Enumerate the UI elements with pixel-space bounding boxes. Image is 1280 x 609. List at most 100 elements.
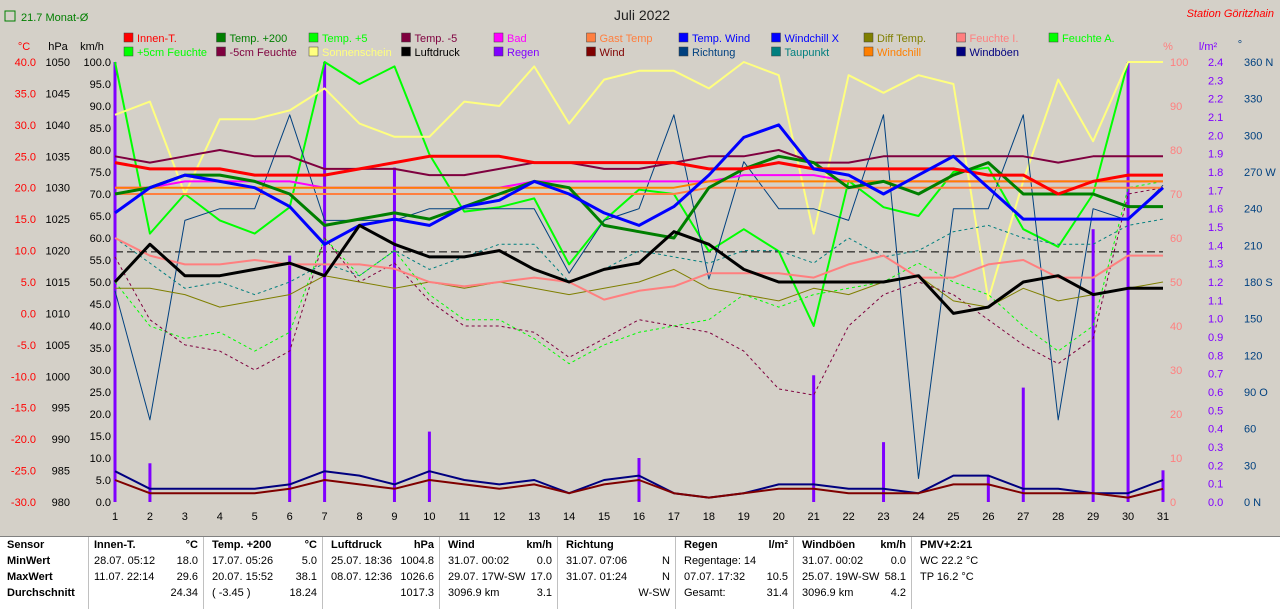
stats-druck-min-value: 1004.8 [400, 555, 434, 567]
tick-label: 25.0 [90, 387, 111, 399]
tick-label: 40.0 [15, 57, 36, 69]
rain-bar [427, 431, 431, 502]
series-line [114, 61, 1163, 301]
rain-bar [986, 475, 990, 502]
tick-label: 60.0 [90, 233, 111, 245]
axis-unit-rain: l/m² [1199, 41, 1218, 53]
rain-bar [882, 442, 886, 502]
legend-swatch [771, 32, 781, 43]
stats-min-label: MinWert [7, 555, 51, 567]
tick-label: 1050 [46, 57, 70, 69]
tick-label: 5.0 [21, 277, 36, 289]
tick-label: -5.0 [17, 340, 36, 352]
stats-wind-column: Wind km/h 31.07. 00:02 0.0 29.07. 17W-SW 17… [440, 537, 558, 609]
stats-temp200-max-value: 38.1 [295, 571, 317, 583]
x-tick-label: 16 [633, 511, 645, 523]
x-tick-label: 31 [1157, 511, 1169, 523]
tick-label: 1.4 [1208, 240, 1223, 252]
tick-label: 100.0 [83, 57, 111, 69]
tick-label: 15.0 [15, 214, 36, 226]
x-tick-label: 15 [598, 511, 610, 523]
tick-label: 70.0 [90, 189, 111, 201]
tick-label: 0.1 [1208, 479, 1223, 491]
legend-swatch [123, 32, 134, 43]
stats-druck-avg-value: 1017.3 [400, 587, 434, 599]
stats-regen-unit: l/m² [768, 539, 788, 551]
legend-label: Innen-T. [137, 33, 177, 45]
legend-label: Taupunkt [785, 47, 830, 59]
legend-label: Windchill [877, 47, 921, 59]
legend-swatch [863, 46, 874, 57]
stats-wind-avg-value: 3.1 [536, 587, 552, 599]
x-tick-label: 30 [1122, 511, 1134, 523]
tick-label: 2.0 [1208, 130, 1223, 142]
stats-innen-unit: °C [185, 539, 198, 551]
stats-richtung-avg-value: W-SW [638, 587, 670, 599]
stats-regen-column: Regen l/m² Regentage: 14 07.07. 17:32 10.5… [676, 537, 794, 609]
tick-label: 100 [1170, 57, 1188, 69]
legend-swatch [586, 46, 596, 57]
stats-wind-unit: km/h [526, 539, 552, 551]
stats-regen-max-time: 07.07. 17:32 [684, 571, 746, 583]
tick-label: 1.0 [1208, 314, 1223, 326]
x-tick-label: 18 [703, 511, 715, 523]
x-tick-label: 14 [563, 511, 575, 523]
rain-bar [812, 375, 816, 502]
rain-bar [1161, 470, 1165, 502]
tick-label: 1005 [46, 340, 70, 352]
tick-label: 1.9 [1208, 149, 1223, 161]
tick-label: 35.0 [15, 88, 36, 100]
tick-label: 95.0 [90, 79, 111, 91]
legend-label: Temp. +200 [230, 33, 288, 45]
stats-pmv-wc: WC 22.2 °C [920, 555, 979, 567]
x-tick-label: 26 [982, 511, 994, 523]
stats-pmv-tp: TP 16.2 °C [920, 571, 974, 583]
station-name: Station Göritzhain [1187, 8, 1274, 20]
stats-wind-title: Wind [448, 539, 475, 551]
tick-label: 240 [1244, 204, 1262, 216]
legend-label: -5cm Feuchte [230, 47, 297, 59]
x-tick-label: 24 [912, 511, 924, 523]
stats-innen-min-time: 28.07. 05:12 [94, 555, 156, 567]
tick-label: 85.0 [90, 123, 111, 135]
stats-druck-title: Luftdruck [331, 539, 382, 551]
axis-unit-pressure: hPa [48, 41, 68, 53]
stats-avg-label: Durchschnitt [7, 587, 75, 599]
legend-label: +5cm Feuchte [137, 47, 207, 59]
x-tick-label: 25 [947, 511, 959, 523]
tick-label: 2.4 [1208, 57, 1223, 69]
tick-label: 55.0 [90, 255, 111, 267]
rain-bar [288, 255, 292, 502]
tick-label: 0 N [1244, 497, 1261, 509]
x-tick-label: 23 [877, 511, 889, 523]
stats-regen-title: Regen [684, 539, 718, 551]
series-line [114, 187, 1164, 396]
stats-druck-max-value: 1026.6 [400, 571, 434, 583]
stats-innen-max-value: 29.6 [176, 571, 198, 583]
tick-label: 0.0 [96, 497, 111, 509]
stats-temp200-min-time: 17.07. 05:26 [212, 555, 274, 567]
series-line [114, 124, 1164, 245]
axis-unit-temp: °C [18, 41, 30, 53]
stats-temp200-max-time: 20.07. 15:52 [212, 571, 274, 583]
legend-label: Windchill X [785, 33, 840, 45]
stats-druck-min-time: 25.07. 18:36 [331, 555, 393, 567]
chart-title: Juli 2022 [614, 7, 670, 23]
tick-label: 995 [52, 403, 70, 415]
stats-temp200-avg-note: ( -3.45 ) [212, 587, 251, 599]
legend-swatch [493, 46, 504, 57]
stats-innen-max-time: 11.07. 22:14 [94, 571, 155, 583]
month-average-checkbox[interactable] [4, 10, 16, 22]
legend-label: Temp. Wind [692, 33, 750, 45]
tick-label: 65.0 [90, 211, 111, 223]
series-line [114, 149, 1163, 177]
stats-innen-column: Innen-T. °C 28.07. 05:12 18.0 11.07. 22:14… [89, 537, 204, 609]
tick-label: 1.3 [1208, 259, 1223, 271]
legend-swatch [956, 46, 966, 57]
tick-label: 1.1 [1208, 295, 1223, 307]
tick-label: 980 [52, 497, 70, 509]
stats-innen-min-value: 18.0 [176, 555, 198, 567]
stats-richtung-column: Richtung 31.07. 07:06 N 31.07. 01:24 N W-S… [558, 537, 676, 609]
tick-label: 1000 [46, 371, 70, 383]
x-tick-label: 28 [1052, 511, 1064, 523]
